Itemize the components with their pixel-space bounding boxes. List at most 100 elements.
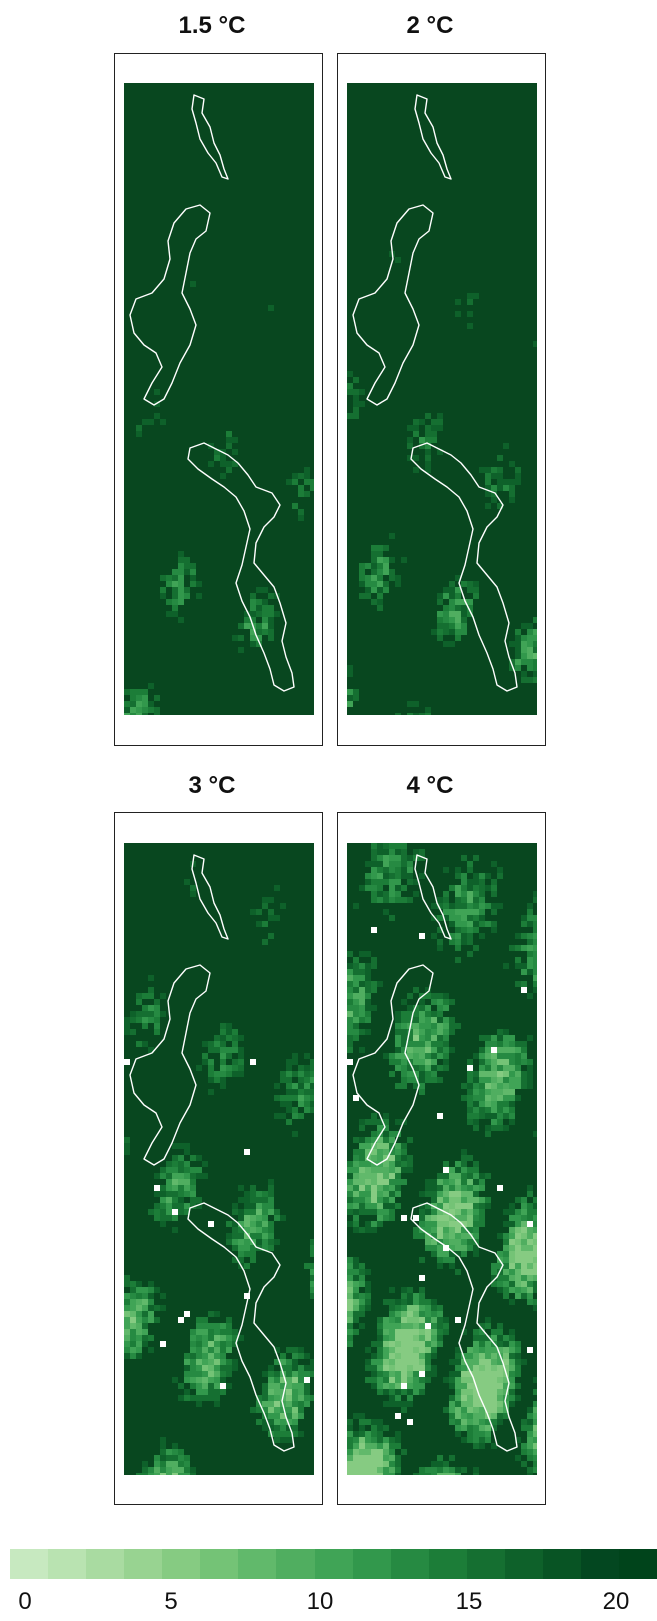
map-cell xyxy=(449,1017,455,1023)
map-cell xyxy=(425,431,431,437)
map-cell xyxy=(347,371,353,377)
map-cell xyxy=(310,1071,314,1077)
map-cell xyxy=(136,1335,142,1341)
map-cell xyxy=(304,1371,310,1377)
map-cell xyxy=(437,1185,443,1191)
map-cell xyxy=(383,1161,389,1167)
map-cell xyxy=(154,999,160,1005)
map-cell xyxy=(220,1341,226,1347)
map-cell xyxy=(491,485,497,491)
map-cell xyxy=(473,1125,479,1131)
map-cell xyxy=(154,1011,160,1017)
map-cell xyxy=(527,933,533,939)
map-cell xyxy=(274,1377,280,1383)
map-cell xyxy=(503,1413,509,1419)
map-cell xyxy=(226,1347,232,1353)
map-cell xyxy=(347,671,353,677)
map-cell xyxy=(479,1341,485,1347)
map-cell xyxy=(220,1065,226,1071)
map-cell xyxy=(503,1047,509,1053)
map-cell xyxy=(383,1329,389,1335)
map-cell xyxy=(365,1287,371,1293)
map-cell xyxy=(467,1383,473,1389)
map-cell xyxy=(365,1461,371,1467)
map-cell xyxy=(407,437,413,443)
map-cell xyxy=(521,933,527,939)
map-cell xyxy=(395,1341,401,1347)
map-cell xyxy=(298,1077,304,1083)
map-cell xyxy=(467,1437,473,1443)
map-cell xyxy=(274,1431,280,1437)
map-cell xyxy=(521,1245,527,1251)
map-cell xyxy=(437,1173,443,1179)
map-cell xyxy=(196,1197,202,1203)
map-cell xyxy=(485,1065,491,1071)
map-cell xyxy=(533,1443,537,1449)
panel-title-2: 2 °C xyxy=(406,12,454,39)
map-cell xyxy=(178,569,184,575)
map-cell xyxy=(479,1353,485,1359)
map-cell xyxy=(443,1059,449,1065)
map-cell xyxy=(485,1431,491,1437)
map-cell xyxy=(280,1353,286,1359)
map-cell xyxy=(503,1113,509,1119)
map-cell xyxy=(160,1215,166,1221)
map-cell xyxy=(178,581,184,587)
map-cell xyxy=(268,1395,274,1401)
map-cell xyxy=(497,1233,503,1239)
map-cell xyxy=(443,903,449,909)
map-cell xyxy=(160,1305,166,1311)
map-cell xyxy=(527,1269,533,1275)
map-cell xyxy=(286,1419,292,1425)
map-cell xyxy=(142,1317,148,1323)
map-cell xyxy=(238,1215,244,1221)
map-cell xyxy=(250,1221,256,1227)
map-cell xyxy=(485,1335,491,1341)
map-cell xyxy=(401,1065,407,1071)
map-cell xyxy=(142,1467,148,1473)
map-cell xyxy=(196,1353,202,1359)
map-missing-cell xyxy=(455,1317,461,1323)
map-cell xyxy=(190,1191,196,1197)
map-cell xyxy=(389,1155,395,1161)
map-cell xyxy=(485,467,491,473)
map-cell xyxy=(304,1263,310,1269)
map-cell xyxy=(184,1209,190,1215)
map-cell xyxy=(527,1293,533,1299)
map-cell xyxy=(473,879,479,885)
map-cell xyxy=(280,1095,286,1101)
map-cell xyxy=(425,1329,431,1335)
map-cell xyxy=(359,1443,365,1449)
map-cell xyxy=(497,485,503,491)
map-cell xyxy=(425,1011,431,1017)
map-cell xyxy=(455,587,461,593)
map-cell xyxy=(214,1341,220,1347)
map-cell xyxy=(521,1215,527,1221)
map-cell xyxy=(178,575,184,581)
map-cell xyxy=(347,1317,353,1323)
map-cell xyxy=(365,1185,371,1191)
map-cell xyxy=(124,1335,130,1341)
map-cell xyxy=(479,1359,485,1365)
map-cell xyxy=(401,1371,407,1377)
map-cell xyxy=(473,1203,479,1209)
map-cell xyxy=(407,897,413,903)
map-cell xyxy=(365,1209,371,1215)
map-cell xyxy=(304,1383,310,1389)
map-cell xyxy=(268,1233,274,1239)
map-cell xyxy=(467,587,473,593)
map-cell xyxy=(377,1167,383,1173)
map-cell xyxy=(461,933,467,939)
map-cell xyxy=(527,1263,533,1269)
map-cell xyxy=(353,1329,359,1335)
map-cell xyxy=(347,695,353,701)
map-cell xyxy=(455,1023,461,1029)
map-cell xyxy=(377,1377,383,1383)
map-cell xyxy=(226,443,232,449)
map-cell xyxy=(437,1035,443,1041)
map-cell xyxy=(431,1227,437,1233)
map-cell xyxy=(172,1215,178,1221)
map-cell xyxy=(497,1347,503,1353)
map-cell xyxy=(497,1401,503,1407)
map-cell xyxy=(383,1371,389,1377)
